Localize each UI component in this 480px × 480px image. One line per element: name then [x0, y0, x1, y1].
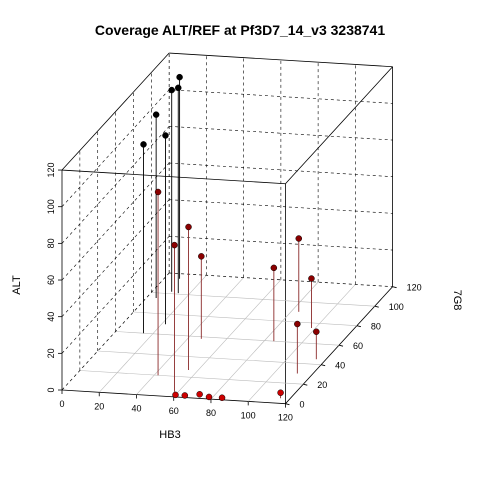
data-point: [176, 73, 183, 81]
z-tick-label: 60: [46, 275, 56, 285]
z-tick-label: 0: [46, 387, 56, 392]
y-tick-label: 0: [299, 400, 304, 410]
data-point: [181, 392, 189, 399]
y-tick-label: 60: [353, 341, 363, 351]
x-tick-label: 120: [278, 413, 293, 423]
data-point: [295, 235, 303, 242]
x-tick-label: 60: [169, 406, 179, 416]
data-point: [172, 391, 179, 399]
x-tick-label: 0: [59, 399, 64, 409]
data-point: [162, 132, 169, 139]
data-point: [175, 84, 182, 92]
data-point: [185, 223, 192, 231]
z-tick-label: 100: [46, 199, 56, 214]
z-tick-label: 80: [46, 238, 56, 248]
y-tick-mark: [321, 364, 326, 367]
data-point: [196, 391, 203, 398]
chart-title: Coverage ALT/REF at Pf3D7_14_v3 3238741: [95, 22, 385, 38]
z-axis-label: ALT: [11, 275, 23, 295]
floor-grid-line: [151, 292, 375, 307]
back-grid-line: [61, 89, 170, 207]
floor-grid-line: [133, 311, 357, 326]
x-tick-label: 20: [94, 401, 104, 411]
plot-box: [61, 52, 394, 405]
y-tick-mark: [374, 305, 379, 308]
hidden-edge: [61, 272, 170, 391]
z-tick-label: 40: [46, 312, 56, 322]
y-tick-label: 40: [335, 361, 345, 371]
box-edge: [61, 52, 170, 171]
data-point: [218, 394, 226, 401]
box-edge: [61, 169, 286, 185]
y-tick-label: 20: [317, 380, 327, 390]
data-point: [140, 141, 147, 148]
data-point: [152, 111, 160, 118]
hidden-edge: [169, 272, 393, 288]
y-tick-mark: [285, 403, 290, 406]
y-tick-label: 120: [407, 283, 422, 293]
y-tick-mark: [356, 325, 361, 328]
data-point: [313, 328, 320, 335]
data-point: [277, 389, 284, 396]
y-tick-mark: [392, 286, 397, 289]
data-point: [308, 275, 315, 282]
z-tick-label: 20: [46, 348, 56, 358]
data-point: [171, 241, 178, 249]
box-edge: [285, 66, 393, 184]
x-tick-label: 80: [206, 408, 216, 418]
z-tick-label: 120: [46, 163, 56, 178]
data-point: [270, 264, 278, 272]
y-tick-mark: [303, 383, 308, 386]
data-point: [168, 86, 175, 94]
y-tick-label: 100: [389, 302, 404, 312]
drop-lines: [143, 77, 317, 399]
data-point: [154, 188, 162, 196]
x-tick-label: 100: [241, 410, 256, 420]
y-tick-mark: [338, 344, 344, 347]
data-point: [198, 253, 205, 260]
data-points: [140, 73, 320, 401]
x-tick-label: 40: [131, 404, 141, 414]
y-tick-label: 80: [371, 322, 381, 332]
floor-grid-line: [115, 331, 340, 346]
x-axis-label: HB3: [159, 429, 180, 441]
axis-ticks: 0 20 40 60 80 100 1200204060801001200204060801…: [46, 163, 422, 423]
grid-lines: [61, 53, 393, 402]
data-point: [294, 320, 301, 328]
back-grid-line: [169, 89, 393, 104]
y-axis-label: 7G8: [451, 290, 463, 311]
data-point: [205, 393, 213, 401]
box-edge: [169, 52, 393, 68]
